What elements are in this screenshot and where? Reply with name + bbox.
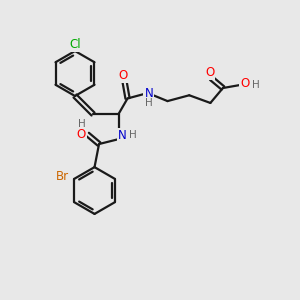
- Text: H: H: [252, 80, 260, 90]
- Text: O: O: [205, 66, 214, 79]
- Text: O: O: [240, 77, 249, 90]
- Text: Br: Br: [56, 170, 69, 183]
- Text: H: H: [145, 98, 153, 108]
- Text: O: O: [118, 69, 128, 82]
- Text: Cl: Cl: [69, 38, 81, 51]
- Text: H: H: [78, 118, 86, 129]
- Text: N: N: [144, 87, 153, 100]
- Text: H: H: [129, 130, 137, 140]
- Text: O: O: [76, 128, 86, 141]
- Text: N: N: [118, 128, 127, 142]
